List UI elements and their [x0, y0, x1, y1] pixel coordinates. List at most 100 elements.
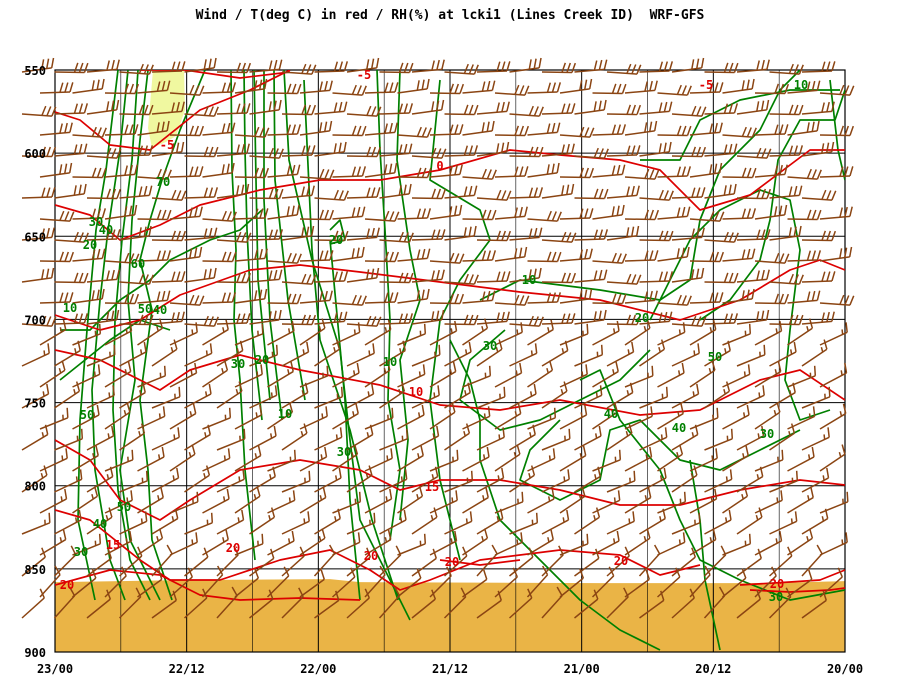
wind-barb: [657, 532, 686, 556]
wind-barb: [72, 208, 107, 220]
wind-barb: [104, 204, 138, 220]
wind-barb: [541, 103, 576, 115]
wind-barb: [606, 104, 642, 116]
wind-barb: [281, 423, 308, 451]
x-tick-label: 22/00: [300, 662, 336, 676]
wind-barb: [53, 586, 76, 619]
wind-barb: [72, 167, 107, 179]
rh-contour-line: [60, 209, 263, 331]
rh-contour-line: [263, 70, 283, 421]
wind-barb: [462, 168, 497, 180]
wind-barb: [429, 124, 464, 136]
wind-barb: [704, 62, 739, 74]
wind-barb: [249, 188, 284, 200]
wind-barb: [736, 425, 765, 451]
rh-contour-label: 40: [93, 517, 107, 531]
wind-barb: [462, 209, 497, 221]
wind-barb: [54, 381, 81, 409]
wind-barb: [429, 293, 465, 305]
wind-barb: [137, 569, 163, 598]
wind-barb: [509, 105, 544, 117]
wind-barb: [574, 309, 607, 325]
wind-barb: [559, 404, 588, 430]
wind-barb: [559, 167, 595, 179]
rh-contour-label: 40: [99, 223, 113, 237]
wind-barb: [314, 427, 343, 451]
wind-barb: [541, 586, 563, 619]
wind-barb: [184, 227, 218, 241]
wind-barb: [787, 209, 822, 221]
y-tick-label: 600: [24, 147, 46, 161]
wind-barb: [346, 424, 374, 451]
wind-barb: [183, 588, 208, 619]
wind-barb: [509, 187, 544, 199]
wind-barb: [119, 273, 154, 285]
wind-barb: [574, 507, 601, 535]
wind-barb: [281, 314, 317, 326]
wind-barb: [313, 544, 336, 577]
wind-barb: [378, 586, 401, 619]
wind-barb: [104, 293, 140, 305]
wind-barb: [769, 423, 796, 451]
wind-barb: [462, 446, 490, 472]
wind-barb: [624, 365, 654, 388]
wind-barb: [332, 491, 362, 514]
wind-barb: [671, 512, 701, 535]
wind-barb: [411, 344, 441, 367]
wind-barb: [462, 120, 495, 136]
wind-barb: [429, 252, 465, 264]
wind-barb: [54, 62, 89, 74]
wind-barb: [249, 425, 277, 451]
wind-barb: [754, 252, 790, 264]
wind-barb: [494, 206, 528, 220]
wind-barb: [86, 589, 112, 619]
wind-barb: [494, 166, 529, 178]
wind-barb: [234, 445, 262, 472]
wind-barb: [509, 343, 538, 367]
wind-barb: [819, 491, 849, 514]
wind-barb: [671, 267, 705, 283]
wind-barb: [444, 382, 471, 409]
wind-barb: [606, 273, 642, 285]
wind-barb: [346, 383, 375, 409]
wind-barb: [314, 467, 342, 493]
wind-barb: [86, 309, 120, 325]
wind-barb: [476, 61, 511, 73]
temperature-contour-label: 20: [364, 549, 378, 563]
wind-barb: [769, 104, 804, 116]
wind-barb: [151, 427, 180, 451]
wind-barb: [184, 57, 217, 73]
wind-barb: [736, 269, 770, 283]
wind-barb: [704, 103, 739, 115]
wind-barb: [379, 428, 409, 451]
wind-barb: [736, 188, 772, 200]
wind-barb: [624, 120, 658, 136]
wind-barb: [314, 101, 348, 115]
wind-barb: [801, 189, 837, 201]
wind-barb: [21, 57, 55, 73]
wind-barb: [754, 361, 782, 388]
rh-contour-label: 20: [83, 238, 97, 252]
wind-barb: [86, 344, 116, 367]
wind-barb: [72, 323, 102, 346]
wind-barb: [787, 365, 817, 388]
wind-barb: [72, 486, 99, 514]
wind-barb: [267, 83, 302, 95]
wind-barb: [462, 528, 489, 556]
wind-barb: [787, 120, 820, 136]
rh-contour-label: 40: [604, 407, 618, 421]
wind-barb: [509, 383, 537, 409]
wind-barb: [216, 272, 252, 284]
wind-barb: [736, 548, 762, 577]
wind-barb: [508, 588, 533, 619]
wind-barb: [86, 466, 114, 493]
wind-barb: [736, 589, 762, 619]
wind-barb: [299, 365, 329, 388]
wind-barb: [72, 248, 106, 262]
wind-barb: [624, 528, 651, 556]
wind-barb: [216, 586, 238, 619]
wind-barb: [72, 126, 107, 138]
wind-barb: [332, 84, 367, 96]
wind-barb: [541, 469, 570, 493]
